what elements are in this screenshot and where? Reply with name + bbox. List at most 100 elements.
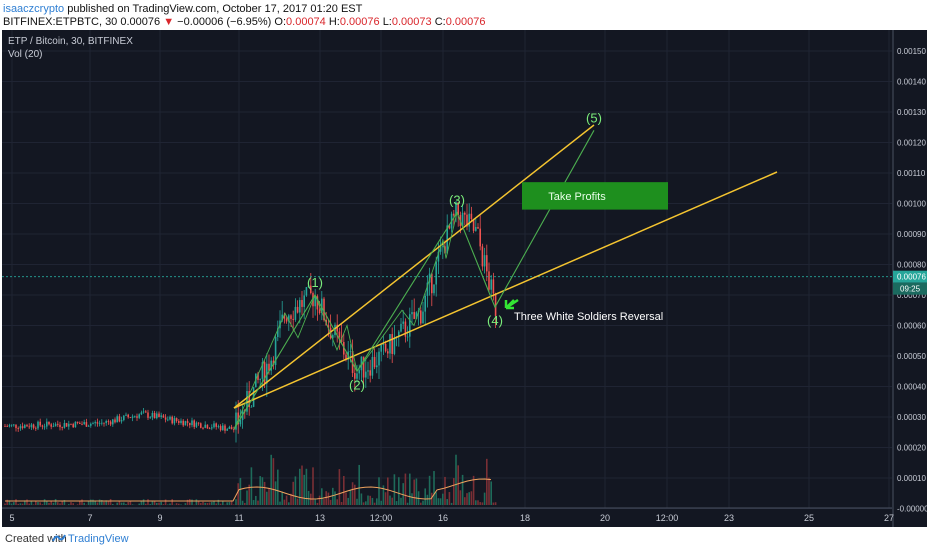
volume-bar [479,502,481,505]
volume-bar [54,499,57,505]
x-tick-label: 18 [520,513,530,523]
volume-bar [26,499,28,505]
volume-bar [340,501,343,505]
volume-bar [299,468,301,505]
candle-body [406,336,409,338]
volume-bar [270,454,272,505]
publish-info: isaaczcrypto published on TradingView.co… [3,2,362,16]
volume-bar [415,478,418,505]
candle-body [307,285,310,288]
candle-body [101,422,103,424]
candle-body [182,420,184,426]
candle-body [415,312,418,319]
x-tick-label: 11 [234,513,243,523]
candle-body [129,417,132,419]
candle-body [257,373,259,380]
candle-body [420,310,422,324]
volume-bar [6,499,8,505]
volume-bar [160,501,162,505]
volume-bar [125,504,127,505]
volume-bar [459,490,462,505]
candle-body [464,212,466,215]
candle-body [301,300,303,307]
price-chart[interactable]: (1) (2) (3) (4) (5) Take Profits Three White S… [2,30,927,527]
candle-body [191,420,193,426]
candle-body [442,246,444,248]
volume-bar [92,499,94,505]
chart-panel[interactable]: (1) (2) (3) (4) (5) Take Profits Three White S… [2,30,927,527]
candle-body [371,357,374,376]
volume-bar [94,500,96,505]
candle-body [404,321,407,337]
lower-channel-line [233,171,778,409]
candle-body [15,424,17,429]
volume-bar [472,475,475,505]
ohlc-line: BITFINEX:ETPBTC, 30 0.00076 ▼ −0.00006 (… [3,15,485,29]
volume-bar [494,502,497,505]
volume-bar [72,503,74,505]
candle-body [292,318,294,320]
candle-body [483,255,486,267]
candle-body [261,362,264,379]
volume-bar [178,503,180,505]
candle-body [59,424,61,428]
volume-bar [435,492,437,505]
candle-body [57,423,59,425]
candle-body [219,426,222,431]
candle-body [235,412,237,430]
candle-body [90,423,92,426]
candle-body [160,415,162,417]
volume-bar [477,500,479,505]
volume-bar [226,502,228,505]
candle-body [490,279,492,290]
candle-body [470,213,473,219]
volume-bar [15,499,17,505]
candle-body [468,213,470,227]
volume-bar [466,493,468,505]
volume-bar [24,500,26,505]
candle-body [26,425,28,427]
volume-bar [316,502,319,505]
candle-body [239,420,242,425]
volume-bar [57,502,59,505]
volume-bar [384,492,387,505]
volume-bar [180,504,182,505]
candle-body [134,416,136,418]
volume-bar [277,469,279,505]
candle-body [116,416,118,423]
volume-bar [468,492,470,505]
y-tick-label: -0.00000 [897,505,927,514]
candle-body [70,423,72,425]
volume-bar [402,483,404,505]
candle-body [424,295,426,312]
author-link[interactable]: isaaczcrypto [3,3,65,15]
y-tick-label: 0.00110 [897,169,926,178]
volume-bar [217,499,220,505]
volume-bar [17,503,19,505]
candle-body [131,416,134,418]
volume-bar [336,499,338,505]
volume-bar [206,503,209,505]
elliott-wave-line [233,130,595,430]
candle-body [316,296,319,310]
x-tick-label: 16 [438,513,448,523]
candle-body [193,420,195,427]
candle-body [288,315,290,322]
candle-body [413,312,415,319]
volume-bar [13,502,15,505]
volume-bar [453,478,455,505]
candle-body [127,414,129,418]
candle-body [211,427,213,429]
volume-bar [255,495,257,505]
candle-body [433,284,435,294]
candle-body [431,273,433,294]
volume-bar [233,504,235,505]
candle-body [63,423,66,428]
volume-bar [120,502,123,505]
candle-body [226,428,228,431]
volume-bar [257,500,259,505]
tradingview-link[interactable]: TradingView [68,533,129,545]
volume-bar [393,474,396,505]
volume-bar [149,504,151,505]
candle-body [327,325,330,328]
